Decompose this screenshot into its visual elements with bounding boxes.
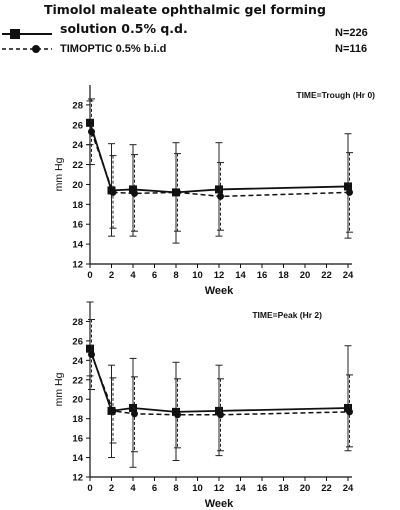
y-tick-label: 24 xyxy=(72,356,83,367)
y-tick-label: 22 xyxy=(72,375,83,386)
series-line-timoptic xyxy=(90,354,350,416)
data-point-square xyxy=(86,118,94,127)
y-tick-label: 28 xyxy=(72,317,83,328)
x-tick-label: 6 xyxy=(152,483,157,494)
legend-label-gel-line1: Timolol maleate ophthalmic gel forming xyxy=(44,2,326,17)
y-tick-label: 14 xyxy=(72,453,83,464)
data-point-circle xyxy=(109,407,117,415)
x-tick-label: 4 xyxy=(130,483,136,494)
data-point-circle xyxy=(88,128,95,136)
y-tick-label: 26 xyxy=(72,336,83,347)
x-tick-label: 0 xyxy=(87,483,92,494)
x-tick-label: 14 xyxy=(235,483,246,494)
data-point-square xyxy=(86,344,94,353)
x-tick-label: 24 xyxy=(343,270,354,281)
x-tick-label: 20 xyxy=(300,483,311,494)
y-tick-label: 28 xyxy=(72,100,83,111)
x-tick-label: 12 xyxy=(214,483,225,494)
y-tick-label: 18 xyxy=(72,200,83,211)
data-point-square xyxy=(215,406,223,415)
x-tick-label: 12 xyxy=(214,270,225,281)
y-tick-label: 12 xyxy=(72,260,83,271)
data-point-square xyxy=(344,182,352,191)
legend-label-timoptic: TIMOPTIC 0.5% b.i.d xyxy=(60,43,167,55)
y-tick-label: 26 xyxy=(72,120,83,131)
data-point-circle xyxy=(217,411,224,419)
data-point-circle xyxy=(346,408,353,416)
x-tick-label: 16 xyxy=(257,270,268,281)
data-point-circle xyxy=(131,189,138,197)
legend-swatch-dashed-circle xyxy=(2,45,52,53)
y-tick-label: 20 xyxy=(72,180,83,191)
x-tick-label: 0 xyxy=(87,270,92,281)
legend-swatch-solid-square xyxy=(2,29,52,39)
x-axis-label: Week xyxy=(205,285,234,295)
data-point-square xyxy=(344,403,352,412)
x-tick-label: 4 xyxy=(130,270,136,281)
x-tick-label: 2 xyxy=(109,270,114,281)
x-tick-label: 6 xyxy=(152,270,157,281)
y-tick-label: 16 xyxy=(72,220,83,231)
x-tick-label: 20 xyxy=(300,270,311,281)
legend: Timolol maleate ophthalmic gel forming s… xyxy=(0,0,400,64)
y-axis-label: mm Hg xyxy=(53,157,65,191)
legend-n-timoptic: N=116 xyxy=(335,43,368,55)
data-point-circle xyxy=(131,410,138,418)
legend-label-gel-line2: solution 0.5% q.d. xyxy=(60,21,188,36)
x-tick-label: 22 xyxy=(321,270,332,281)
y-tick-label: 14 xyxy=(72,240,83,251)
legend-n-gel: N=226 xyxy=(335,27,368,39)
x-tick-label: 16 xyxy=(257,483,268,494)
data-point-circle xyxy=(88,351,95,358)
y-tick-label: 24 xyxy=(72,140,83,151)
x-tick-label: 8 xyxy=(173,483,178,494)
data-point-circle xyxy=(217,192,224,200)
chart-panel-title: TIME=Trough (Hr 0) xyxy=(296,90,375,100)
x-tick-label: 10 xyxy=(192,270,203,281)
x-tick-label: 22 xyxy=(321,483,332,494)
y-tick-label: 12 xyxy=(72,473,83,484)
x-tick-label: 18 xyxy=(278,483,289,494)
data-point-circle xyxy=(174,188,181,196)
y-axis-label: mm Hg xyxy=(53,372,65,406)
x-tick-label: 18 xyxy=(278,270,289,281)
x-tick-label: 14 xyxy=(235,270,246,281)
x-tick-label: 8 xyxy=(173,270,178,281)
series-line-gel xyxy=(89,348,349,413)
x-tick-label: 10 xyxy=(192,483,203,494)
data-point-circle xyxy=(174,411,181,419)
y-tick-label: 20 xyxy=(72,395,83,406)
series-line-timoptic xyxy=(90,131,350,198)
chart-panel-title: TIME=Peak (Hr 2) xyxy=(252,310,322,320)
y-tick-label: 18 xyxy=(72,414,83,425)
x-tick-label: 24 xyxy=(343,483,354,494)
data-point-square xyxy=(129,403,137,412)
y-tick-label: 22 xyxy=(72,160,83,171)
x-tick-label: 2 xyxy=(109,483,114,494)
y-tick-label: 16 xyxy=(72,434,83,445)
data-point-square xyxy=(215,185,223,194)
data-point-circle xyxy=(109,188,117,196)
data-point-circle xyxy=(346,188,353,196)
x-axis-label: Week xyxy=(205,498,234,510)
data-point-square xyxy=(129,185,137,194)
